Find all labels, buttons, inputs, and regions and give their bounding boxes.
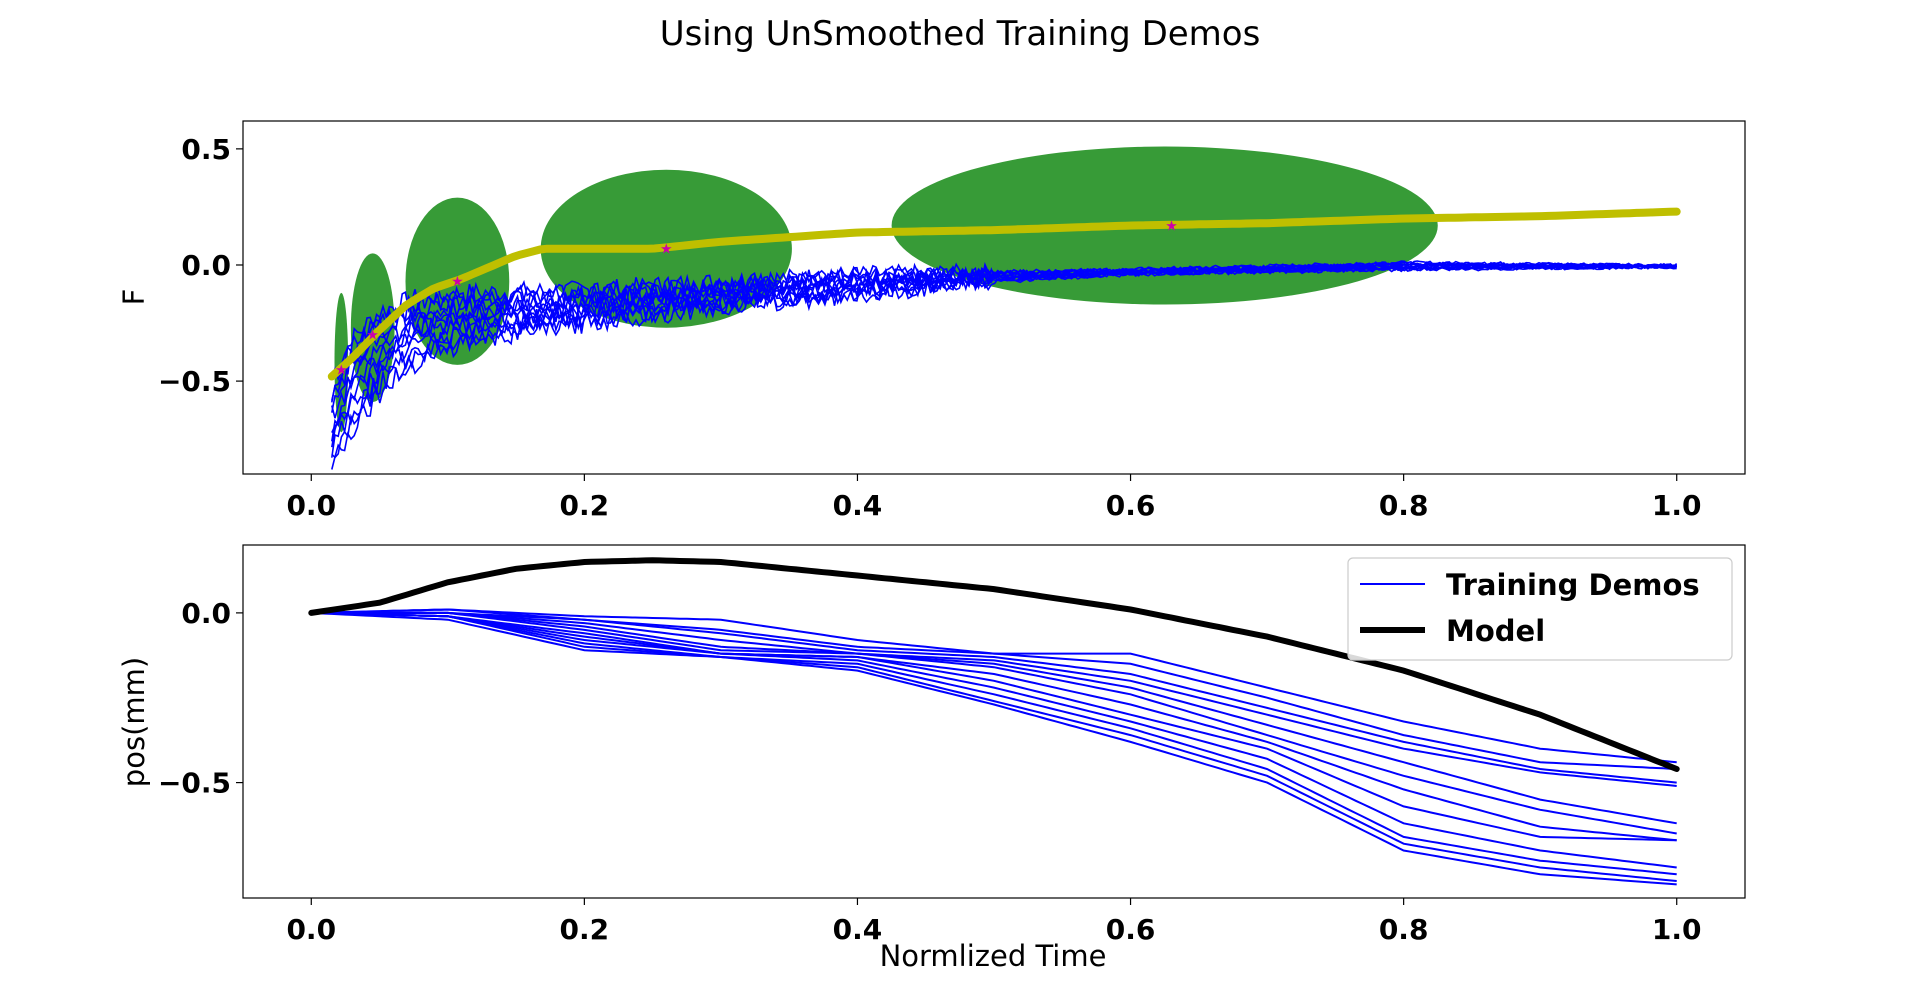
training-demo-line — [311, 611, 1677, 835]
position-x-ticks: 0.0 0.2 0.4 0.6 0.8 1.0 — [286, 898, 1702, 946]
x-tick-label: 0.0 — [286, 913, 336, 946]
training-demo-line — [311, 611, 1677, 787]
position-series-group — [308, 557, 1680, 886]
x-tick-label: 0.6 — [1106, 913, 1156, 946]
x-tick-label: 0.2 — [560, 489, 610, 522]
force-series-group: ★ ★ ★ ★ ★ — [327, 146, 1681, 470]
y-tick-label: 0.0 — [181, 249, 231, 282]
x-tick-label: 0.8 — [1379, 913, 1429, 946]
y-tick-label: 0.0 — [181, 597, 231, 630]
gaussian-center-marker: ★ — [1165, 219, 1178, 235]
training-demo-line — [311, 608, 1677, 770]
training-demo-line — [311, 611, 1677, 842]
training-demo-line — [311, 611, 1677, 842]
training-demo-line — [311, 611, 1677, 825]
position-y-ticks: 0.0 −0.5 — [158, 597, 243, 800]
legend-label-model: Model — [1446, 614, 1545, 648]
force-model-curve — [327, 207, 1681, 381]
gaussian-center-marker: ★ — [335, 362, 348, 378]
position-axes-frame — [242, 544, 1746, 899]
gaussian-center-marker: ★ — [451, 274, 464, 290]
position-y-axis-label: pos(mm) — [117, 657, 151, 787]
y-tick-label: −0.5 — [158, 365, 231, 398]
force-axes-frame — [242, 120, 1746, 475]
x-tick-label: 1.0 — [1652, 489, 1702, 522]
training-demo-line — [311, 611, 1677, 882]
x-tick-label: 0.6 — [1106, 489, 1156, 522]
y-tick-label: −0.5 — [158, 767, 231, 800]
y-tick-label: 0.5 — [181, 133, 231, 166]
model-line — [308, 557, 1680, 772]
position-x-axis-label: Normlized Time — [880, 939, 1107, 973]
position-plot-area — [308, 557, 1680, 886]
x-tick-label: 0.0 — [286, 489, 336, 522]
training-demo-line — [311, 611, 1677, 784]
force-plot-area: ★ ★ ★ ★ ★ — [327, 146, 1681, 470]
force-x-ticks: 0.0 0.2 0.4 0.6 0.8 1.0 — [286, 474, 1702, 522]
x-tick-label: 1.0 — [1652, 913, 1702, 946]
gaussian-center-marker: ★ — [660, 242, 673, 258]
force-demo-trace — [331, 263, 1677, 433]
figure-title: Using UnSmoothed Training Demos — [660, 14, 1261, 54]
force-y-ticks: 0.5 0.0 −0.5 — [158, 133, 243, 398]
x-tick-label: 0.4 — [833, 489, 883, 522]
force-panel: ★ ★ ★ ★ ★ 0.0 0.2 0.4 0.6 0.8 1.0 0.5 0.0 −0.5 F — [117, 120, 1746, 522]
force-y-axis-label: F — [117, 289, 151, 306]
x-tick-label: 0.4 — [833, 913, 883, 946]
x-tick-label: 0.2 — [560, 913, 610, 946]
gaussian-center-marker: ★ — [366, 328, 379, 344]
training-demo-line — [311, 611, 1677, 876]
x-tick-label: 0.8 — [1379, 489, 1429, 522]
legend-label-training-demos: Training Demos — [1446, 568, 1700, 602]
position-panel: 0.0 0.2 0.4 0.6 0.8 1.0 0.0 −0.5 pos(mm) Norml… — [117, 544, 1746, 973]
legend: Training Demos Model — [1347, 557, 1733, 661]
training-demo-line — [311, 611, 1677, 869]
legend-frame — [1347, 557, 1733, 661]
training-demo-line — [311, 611, 1677, 886]
force-demo-trace — [331, 265, 1677, 470]
